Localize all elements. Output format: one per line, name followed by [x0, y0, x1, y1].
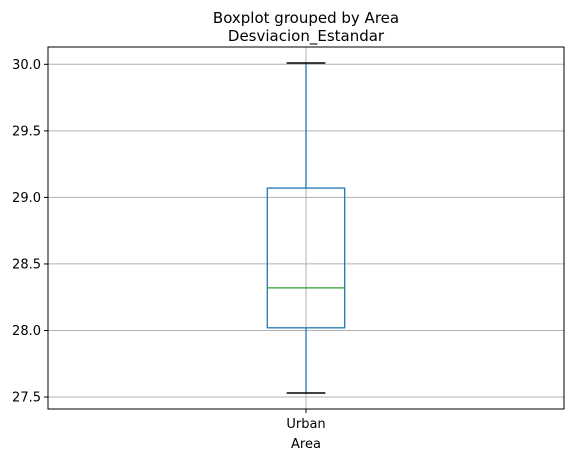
y-tick-label: 28.0 [12, 324, 41, 339]
x-tick-label: Urban [286, 417, 325, 432]
chart-title: Desviacion_Estandar [228, 27, 385, 46]
y-tick-label: 28.5 [12, 257, 41, 272]
y-tick-label: 30.0 [12, 58, 41, 73]
y-tick-label: 27.5 [12, 391, 41, 406]
x-axis-label: Area [291, 437, 321, 452]
y-axis: 27.5 28.0 28.5 29.0 29.5 30.0 [12, 58, 48, 406]
y-tick-label: 29.0 [12, 191, 41, 206]
box-group [266, 62, 346, 394]
chart-suptitle: Boxplot grouped by Area [213, 9, 399, 27]
x-axis: Urban [286, 409, 326, 432]
box-iqr [266, 187, 346, 329]
y-tick-label: 29.5 [12, 124, 41, 139]
